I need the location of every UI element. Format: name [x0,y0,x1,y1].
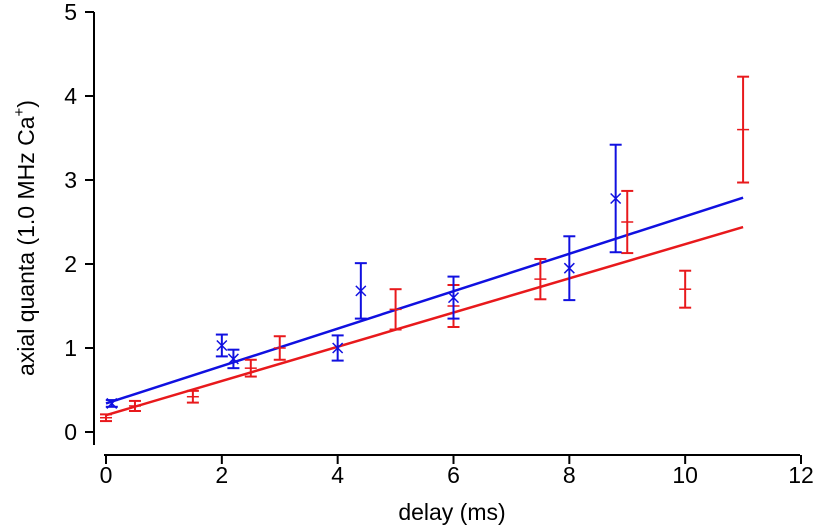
x-tick-label: 10 [672,462,698,488]
data-point [331,334,344,362]
x-axis-title: delay (ms) [398,499,505,525]
y-tick-label: 1 [64,335,77,361]
x-tick-label: 8 [563,462,576,488]
y-tick-label: 4 [64,83,77,109]
data-point [534,257,547,301]
data-point [186,389,199,404]
data-point [215,333,228,358]
x-tick-label: 4 [331,462,344,488]
fit-lines [105,196,744,417]
cross-marker [227,353,239,365]
y-axis-title-superscript: + [11,107,28,116]
y-axis-title-main: axial quanta (1.0 MHz Ca [13,116,39,376]
cross-marker [106,397,118,409]
data-point [447,275,460,320]
data-point [273,335,286,361]
data-point [128,399,141,412]
data-point [679,269,692,309]
data-point [609,143,622,254]
y-tick-label: 3 [64,167,77,193]
data-points [100,75,750,423]
cross-marker [563,262,575,274]
cross-marker [447,292,460,304]
x-tick-label: 6 [447,462,460,488]
data-point [354,262,367,320]
data-point [563,235,576,302]
y-axis-title: axial quanta (1.0 MHz Ca+) [11,100,39,376]
fit-line-2 [105,196,744,405]
y-tick-label: 2 [64,251,77,277]
data-point [389,288,402,331]
data-point [621,189,634,255]
data-point [105,397,118,409]
cross-marker [216,339,228,352]
y-tick-label: 0 [64,419,77,445]
x-tick-label: 2 [215,462,228,488]
data-point [737,75,750,184]
cross-marker [610,192,622,205]
y-axis-title-close: ) [13,100,39,108]
x-tick-label: 0 [100,462,113,488]
data-point [100,413,112,423]
fit-line-1 [105,225,744,417]
axes [93,12,800,456]
data-point [227,348,240,370]
data-point [244,358,257,378]
cross-marker [355,285,367,297]
x-tick-label: 12 [788,462,814,488]
y-tick-label: 5 [64,0,77,25]
cross-marker [332,342,344,354]
